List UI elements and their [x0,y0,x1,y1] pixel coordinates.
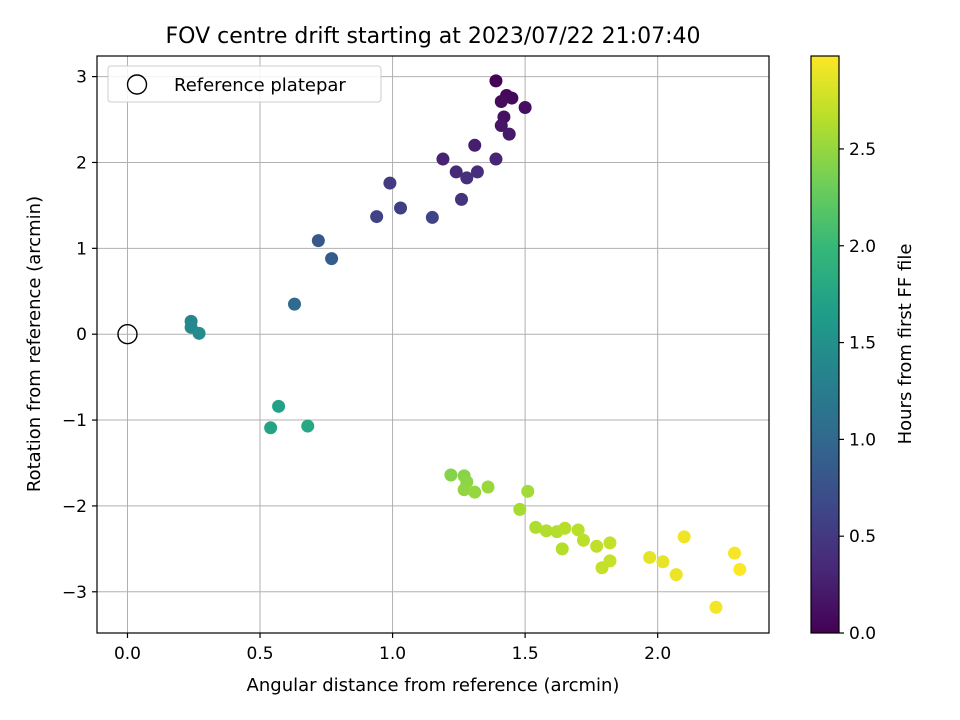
data-point [301,419,315,433]
data-point [590,539,604,553]
data-point [518,101,532,115]
x-tick-label: 0.0 [114,644,141,664]
data-point [558,521,572,535]
y-tick-label: −3 [62,583,87,603]
data-points [184,74,747,614]
y-tick-label: 2 [76,153,87,173]
data-point [287,297,301,311]
data-point [539,524,553,538]
legend-reference-label: Reference platepar [174,75,346,96]
data-point [383,176,397,190]
y-tick-label: −1 [62,411,87,431]
colorbar: 0.0 0.5 1.0 1.5 2.0 2.5 Hours from first FF f… [810,55,916,644]
data-point [449,165,463,179]
data-point [425,210,439,224]
data-point [555,542,569,556]
legend-reference-marker [126,74,148,95]
data-point [502,127,516,141]
chart-title: FOV centre drift starting at 2023/07/22 … [166,24,701,49]
colorbar-tick-label: 1.0 [849,430,876,450]
data-point [513,502,527,516]
data-point [643,550,657,564]
data-point [521,484,535,498]
data-point [325,252,339,266]
data-point [192,326,206,340]
data-point [489,74,503,88]
data-point [489,152,503,166]
data-point [370,210,384,224]
colorbar-tick-label: 2.5 [849,140,876,160]
data-point [394,201,408,215]
colorbar-tick-label: 2.0 [849,237,876,257]
data-point [470,165,484,179]
y-axis-ticks: −3 −2 −1 0 1 2 3 [62,68,97,603]
data-point [603,536,617,550]
legend: Reference platepar [107,65,382,103]
x-axis-ticks: 0.0 0.5 1.0 1.5 2.0 [114,633,671,664]
data-point [468,138,482,152]
data-point [468,485,482,499]
reference-platepar-marker [117,323,138,345]
data-point [728,546,742,560]
colorbar-gradient [810,55,840,634]
x-tick-label: 1.5 [512,644,539,664]
data-point [457,483,471,497]
data-point [571,523,585,537]
data-point [481,480,495,494]
y-axis-label: Rotation from reference (arcmin) [24,196,45,492]
plot-frame [96,55,770,634]
data-point [264,421,278,435]
y-tick-label: 0 [76,325,87,345]
y-tick-label: −2 [62,497,87,517]
plot-area [97,56,769,633]
data-point [656,555,670,569]
data-point [669,568,683,582]
data-point [505,91,519,105]
data-point [494,119,508,133]
data-point [444,468,458,482]
colorbar-tick-label: 0.0 [849,624,876,644]
data-point [595,561,609,575]
data-point [677,530,691,544]
reference-marker-layer [117,323,138,345]
data-point [494,95,508,109]
x-axis-label: Angular distance from reference (arcmin) [247,675,620,696]
x-tick-label: 2.0 [644,644,671,664]
data-point [733,562,747,576]
data-point [709,600,723,614]
x-tick-label: 1.0 [379,644,406,664]
colorbar-tick-label: 0.5 [849,527,876,547]
y-tick-label: 1 [76,239,87,259]
data-point [576,533,590,547]
y-tick-label: 3 [76,68,87,88]
colorbar-label: Hours from first FF file [895,244,916,445]
colorbar-ticks: 0.0 0.5 1.0 1.5 2.0 2.5 [839,140,876,644]
data-point [311,234,325,248]
x-tick-label: 0.5 [247,644,274,664]
data-point [454,192,468,206]
data-point [272,399,286,413]
legend-box [107,65,382,103]
colorbar-tick-label: 1.5 [849,334,876,354]
data-point [460,171,474,185]
data-point [436,152,450,166]
data-point [529,520,543,534]
